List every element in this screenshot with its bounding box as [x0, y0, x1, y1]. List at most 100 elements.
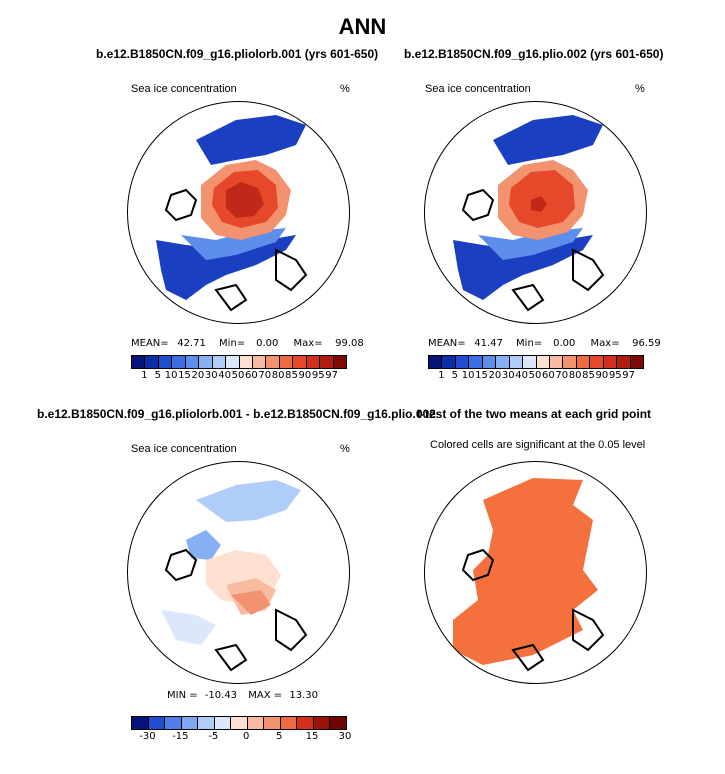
- min-label: Min=: [516, 338, 543, 349]
- land-outline: [164, 548, 308, 672]
- arctic-ice-core: [531, 196, 547, 212]
- polar-map-top-left: [127, 101, 350, 324]
- colorbar-tick-label: 95: [608, 370, 622, 381]
- colorbar-swatch: [429, 356, 443, 368]
- colorbar-tick-label: 90: [298, 370, 312, 381]
- mean-value: 42.71: [177, 338, 206, 349]
- colorbar-swatch: [549, 356, 564, 368]
- stats-top-right: MEAN= 41.47 Min= 0.00 Max= 96.59: [428, 338, 661, 349]
- colorbar-swatch: [264, 717, 281, 729]
- land-outline: [164, 188, 308, 312]
- min-value: -10.43: [204, 690, 238, 701]
- colorbar-swatch: [306, 356, 321, 368]
- colorbar-tick-label: 5: [154, 370, 161, 381]
- atlantic-ice-blue: [196, 115, 306, 165]
- colorbar-tick-label: 10: [164, 370, 178, 381]
- colorbar-swatch: [617, 356, 631, 368]
- max-label: Max=: [590, 338, 620, 349]
- colorbar-tick-label: 5: [451, 370, 458, 381]
- colorbar-swatch: [185, 356, 200, 368]
- colorbar-swatch: [523, 356, 537, 368]
- page-title: ANN: [338, 14, 387, 39]
- colorbar-tick-label: -30: [139, 731, 156, 742]
- panel-title-top-right: b.e12.B1850CN.f09_g16.plio.002 (yrs 601-…: [404, 47, 664, 61]
- colorbar-tick-label: 60: [245, 370, 258, 381]
- colorbar-tick-label: 85: [285, 370, 298, 381]
- colorbar-tick-label: 10: [461, 370, 475, 381]
- land-outline: [461, 548, 605, 672]
- colorbar-swatch: [442, 356, 456, 368]
- max-label: MAX =: [248, 690, 283, 701]
- colorbar-swatch: [536, 356, 550, 368]
- colorbar-tick-label: 97: [622, 370, 635, 381]
- colorbar-swatch: [496, 356, 510, 368]
- colorbar-tick-label: 80: [271, 370, 285, 381]
- colorbar-swatch: [293, 356, 307, 368]
- colorbar-swatch: [198, 717, 215, 729]
- mean-label: MEAN=: [428, 338, 466, 349]
- colorbar-tick-label: 40: [218, 370, 231, 381]
- max-label: Max=: [293, 338, 323, 349]
- colorbar-tick-label: 40: [515, 370, 528, 381]
- colorbar-swatch: [279, 356, 294, 368]
- colorbar-tick-label: 15: [178, 370, 191, 381]
- colorbar-swatch: [247, 717, 265, 729]
- colorbar-top-left: [131, 355, 347, 369]
- colorbar-tick-label: 20: [488, 370, 502, 381]
- max-value: 96.59: [632, 338, 661, 349]
- colorbar-swatch: [320, 356, 334, 368]
- colorbar-tick-label: -15: [172, 731, 189, 742]
- colorbar-swatch: [199, 356, 213, 368]
- colorbar-swatch: [455, 356, 470, 368]
- min-value: 0.00: [256, 338, 279, 349]
- ice-mid-blue: [478, 228, 583, 260]
- variable-label-bottom-left: Sea ice concentration: [131, 443, 237, 455]
- panel-title-bottom-left: b.e12.B1850CN.f09_g16.pliolorb.001 - b.e…: [37, 407, 436, 421]
- pacific-ice-blue: [453, 235, 593, 300]
- colorbar-swatch: [165, 717, 182, 729]
- land-outline: [461, 188, 605, 312]
- colorbar-swatch: [132, 356, 146, 368]
- min-label: Min=: [219, 338, 246, 349]
- colorbar-swatch: [482, 356, 497, 368]
- colorbar-tick-label: 30: [501, 370, 515, 381]
- variable-label-top-left: Sea ice concentration: [131, 83, 237, 95]
- colorbar-swatch: [212, 356, 227, 368]
- colorbar-swatch: [603, 356, 618, 368]
- colorbar-swatch: [509, 356, 524, 368]
- colorbar-ticks-bottom-left: -30 -15 -5 0 5 15 30: [131, 731, 351, 743]
- units-label-top-left: %: [340, 83, 350, 95]
- colorbar-swatch: [214, 717, 232, 729]
- colorbar-tick-label: -5: [208, 731, 219, 742]
- colorbar-tick-label: 0: [243, 731, 250, 742]
- min-value: 0.00: [553, 338, 576, 349]
- colorbar-tick-label: 60: [542, 370, 555, 381]
- colorbar-swatch: [145, 356, 159, 368]
- colorbar-swatch: [576, 356, 591, 368]
- significance-region: [453, 478, 598, 665]
- colorbar-tick-label: 70: [258, 370, 272, 381]
- colorbar-tick-label: 1: [438, 370, 445, 381]
- colorbar-swatch: [313, 717, 331, 729]
- colorbar-tick-label: 70: [555, 370, 569, 381]
- colorbar-tick-label: 20: [191, 370, 205, 381]
- colorbar-swatch: [333, 356, 346, 368]
- colorbar-tick-label: 5: [275, 731, 283, 742]
- colorbar-top-right: [428, 355, 644, 369]
- diff-blue-band: [161, 610, 216, 645]
- colorbar-tick-label: 90: [595, 370, 609, 381]
- colorbar-tick-label: 97: [325, 370, 338, 381]
- colorbar-swatch: [226, 356, 240, 368]
- colorbar-swatch: [297, 717, 314, 729]
- ice-mid-blue: [181, 228, 286, 260]
- mean-label: MEAN=: [131, 338, 169, 349]
- colorbar-swatch: [252, 356, 267, 368]
- colorbar-swatch: [469, 356, 483, 368]
- colorbar-tick-label: 85: [582, 370, 595, 381]
- min-label: MIN =: [167, 690, 198, 701]
- colorbar-tick-label: 50: [231, 370, 245, 381]
- diff-red-band: [231, 590, 271, 615]
- colorbar-bottom-left: [131, 716, 347, 730]
- colorbar-swatch: [280, 717, 298, 729]
- units-label-bottom-left: %: [340, 443, 350, 455]
